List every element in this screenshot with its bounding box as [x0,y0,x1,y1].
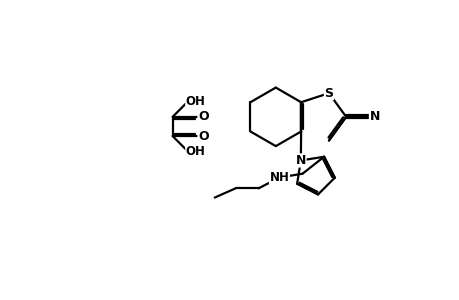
Text: OH: OH [185,95,205,108]
Text: S: S [324,87,333,100]
Text: N: N [369,110,379,123]
Text: O: O [198,110,208,123]
Text: O: O [198,130,208,142]
Text: NH: NH [269,171,289,184]
Text: N: N [295,154,305,167]
Text: OH: OH [185,145,205,158]
